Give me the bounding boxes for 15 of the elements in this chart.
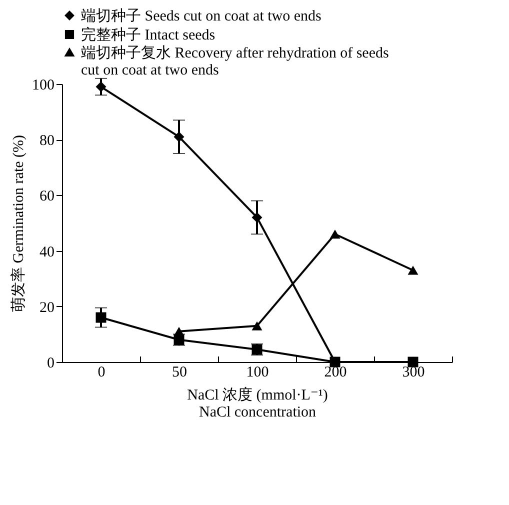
x-tick-label: 50 — [172, 364, 187, 380]
x-tick-label: 200 — [324, 364, 347, 380]
y-tick-label: 100 — [32, 78, 54, 94]
legend-label: 端切种子 Seeds cut on coat at two ends — [81, 8, 322, 24]
legend-label: 端切种子复水 Recovery after rehydration of seeds cut on coat at two ends — [81, 44, 389, 78]
y-tick-label: 60 — [40, 188, 54, 205]
y-tick-label: 20 — [40, 300, 54, 316]
x-tick-label: 100 — [246, 364, 269, 380]
y-tick-label: 40 — [40, 244, 54, 260]
y-axis-title: 萌发率 Germination rate (%) — [10, 134, 27, 312]
x-tick-label: 300 — [402, 364, 425, 380]
x-axis-title: NaCl 浓度 (mmol·L⁻¹) NaCl concentration — [187, 386, 328, 420]
legend-label: 完整种子 Intact seeds — [81, 26, 216, 44]
x-tick-label: 0 — [98, 364, 106, 380]
y-tick-label: 80 — [40, 133, 54, 150]
